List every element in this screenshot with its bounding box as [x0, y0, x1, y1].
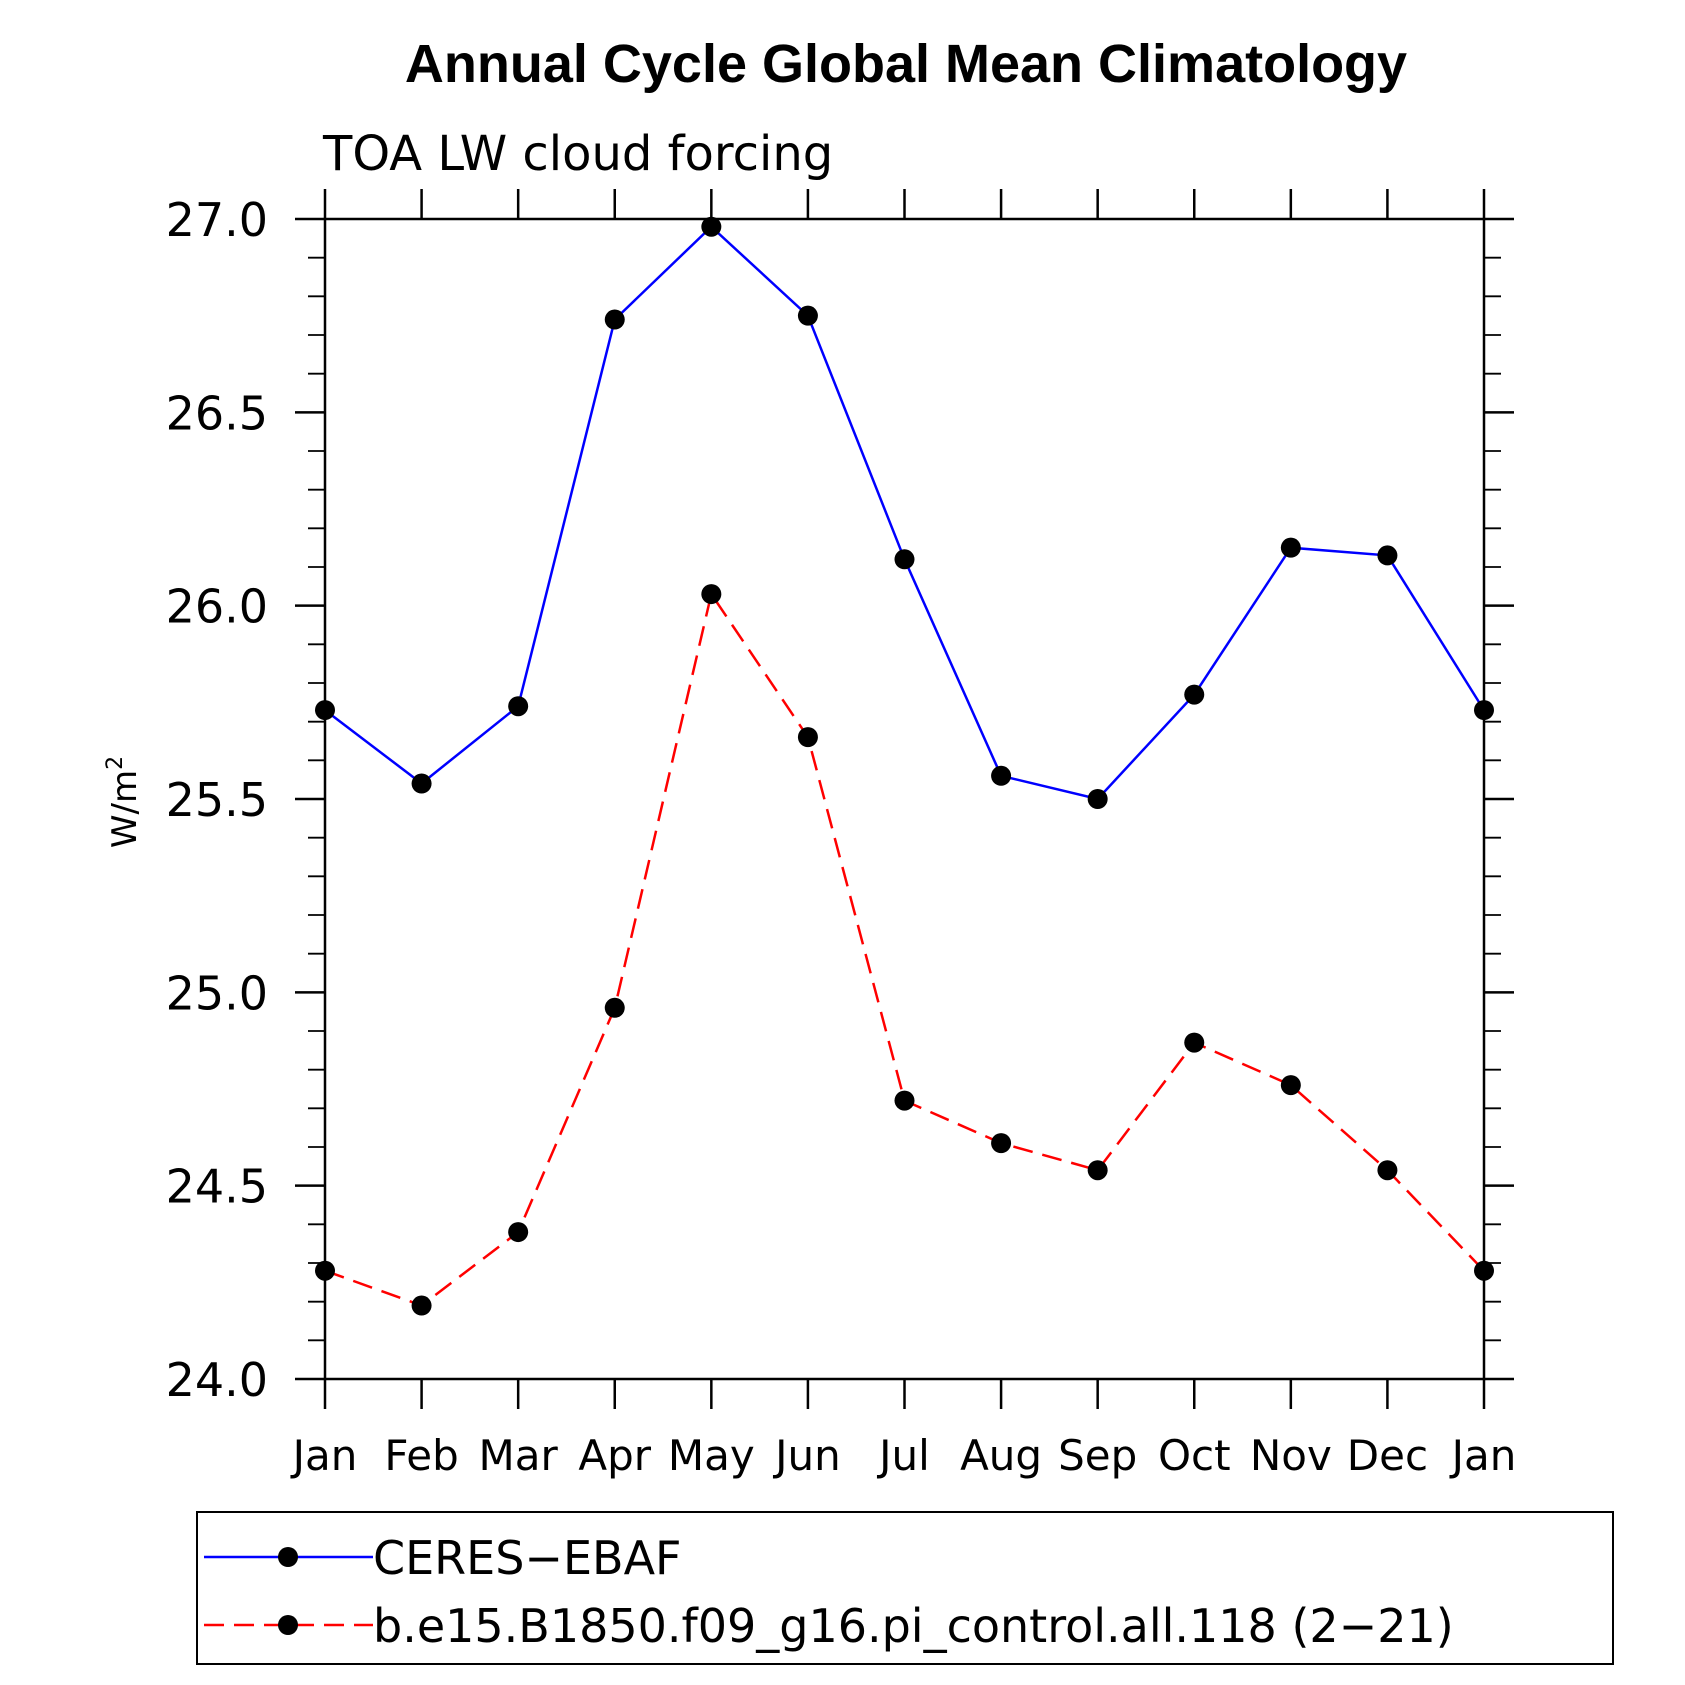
series-lines [324, 224, 1486, 1307]
y-tick-label: 24.0 [166, 1353, 268, 1407]
series-points [315, 216, 1494, 1316]
chart-title: Annual Cycle Global Mean Climatology [405, 34, 1407, 94]
y-tick-label: 27.0 [166, 193, 268, 247]
x-tick-label: Feb [384, 1431, 458, 1480]
data-point-series-1 [1280, 1075, 1301, 1096]
axis-ticks [295, 189, 1514, 1409]
data-point-series-0 [411, 773, 432, 794]
x-tick-label: Oct [1158, 1431, 1231, 1480]
data-point-series-0 [797, 305, 818, 326]
y-axis-label: W/m2 [103, 756, 145, 848]
y-tick-label: 26.0 [166, 580, 268, 634]
data-point-series-1 [797, 727, 818, 748]
legend-marker-model [278, 1615, 298, 1635]
legend: CERES−EBAF b.e15.B1850.f09_g16.pi_contro… [196, 1511, 1614, 1665]
plot-frame [323, 217, 1486, 1381]
data-point-series-1 [894, 1090, 915, 1111]
svg-text:W/m2: W/m2 [103, 756, 145, 848]
legend-marker-ceres [278, 1547, 298, 1567]
legend-label-ceres: CERES−EBAF [373, 1531, 682, 1585]
x-tick-labels: Jan Feb Mar Apr May Jun Jul Aug Sep Oct Nov Dec Jan [290, 1431, 1517, 1480]
y-axis-label-superscript: 2 [103, 756, 128, 770]
data-point-series-0 [894, 549, 915, 570]
y-axis-label-text: W/m [105, 770, 145, 848]
data-point-series-1 [1474, 1260, 1494, 1281]
x-tick-label: Jan [290, 1431, 358, 1480]
data-point-series-0 [701, 216, 722, 237]
x-tick-label: Aug [960, 1431, 1042, 1480]
series-line-0 [324, 224, 1486, 801]
x-tick-label: Jun [772, 1431, 841, 1480]
data-point-series-1 [991, 1133, 1012, 1154]
data-point-series-0 [1474, 700, 1494, 721]
data-point-series-1 [411, 1295, 432, 1316]
legend-box [196, 1511, 1614, 1665]
series-line-1 [324, 591, 1485, 1307]
data-point-series-0 [991, 765, 1012, 786]
data-point-series-1 [1184, 1032, 1205, 1053]
x-tick-label: Sep [1058, 1431, 1137, 1480]
data-point-series-0 [315, 700, 335, 721]
y-tick-label: 25.0 [166, 966, 268, 1020]
x-tick-label: May [668, 1431, 755, 1480]
y-tick-label: 24.5 [166, 1160, 268, 1214]
x-tick-label: Jan [1449, 1431, 1517, 1480]
data-point-series-1 [1377, 1160, 1398, 1181]
data-point-series-0 [1377, 545, 1398, 566]
x-tick-label: Jul [876, 1431, 930, 1480]
x-tick-label: Nov [1250, 1431, 1332, 1480]
x-tick-label: Dec [1347, 1431, 1428, 1480]
data-point-series-1 [1087, 1160, 1108, 1181]
data-point-series-0 [1184, 684, 1205, 705]
legend-label-model: b.e15.B1850.f09_g16.pi_control.all.118 (… [373, 1599, 1454, 1653]
data-point-series-1 [604, 997, 625, 1018]
x-tick-label: Apr [578, 1431, 651, 1480]
y-tick-label: 26.5 [166, 386, 268, 440]
data-point-series-0 [1087, 789, 1108, 809]
data-point-series-1 [315, 1260, 335, 1281]
y-tick-labels: 24.0 24.5 25.0 25.5 26.0 26.5 27.0 [166, 193, 268, 1407]
data-point-series-0 [508, 696, 529, 717]
y-tick-label: 25.5 [166, 773, 268, 827]
data-point-series-0 [604, 309, 625, 330]
data-point-series-1 [508, 1222, 529, 1243]
chart-subtitle: TOA LW cloud forcing [322, 126, 833, 182]
data-point-series-0 [1280, 537, 1301, 558]
data-point-series-1 [701, 584, 722, 605]
x-tick-label: Mar [479, 1431, 559, 1480]
